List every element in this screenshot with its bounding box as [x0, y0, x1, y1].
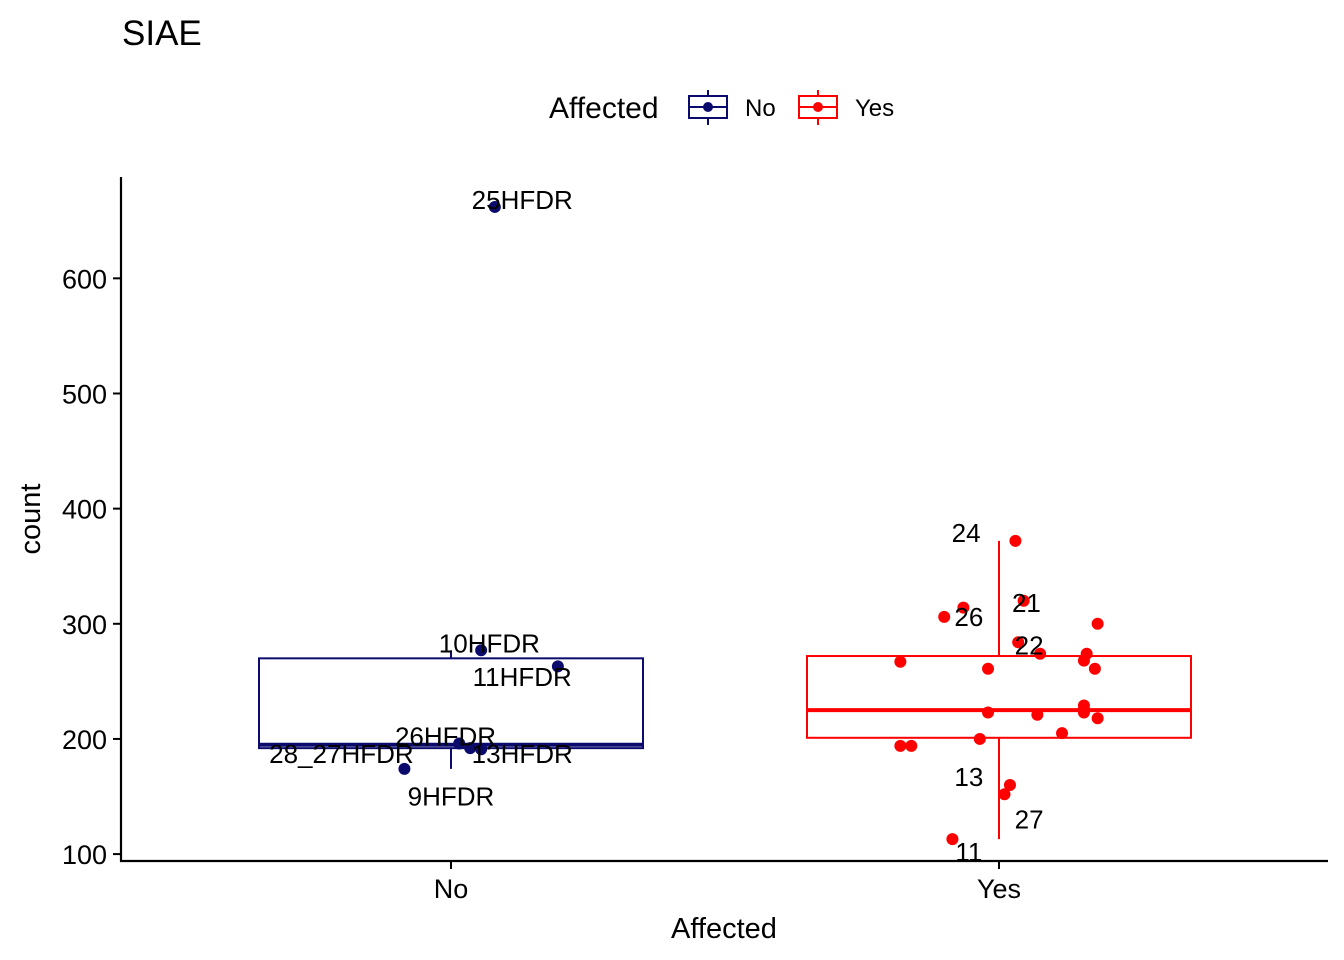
point-label: 21 [1012, 588, 1041, 618]
x-axis-title: Affected [671, 913, 777, 945]
y-tick-label: 400 [62, 495, 107, 525]
x-axis-ticks: No Yes [434, 861, 1021, 904]
data-point [475, 743, 488, 756]
point-label: 26 [954, 602, 983, 632]
data-point [982, 706, 995, 719]
data-point [1091, 712, 1104, 725]
y-tick-label: 600 [62, 264, 107, 294]
x-tick-label: Yes [977, 874, 1021, 904]
data-point [946, 833, 959, 846]
legend: Affected No Yes [549, 90, 894, 125]
data-point [398, 762, 411, 775]
point-label: 13 [954, 762, 983, 792]
data-point [464, 742, 477, 755]
boxplots [258, 540, 1192, 840]
box-yes [806, 655, 1192, 739]
data-point [1003, 779, 1016, 791]
data-point [1091, 617, 1104, 630]
legend-key-yes [798, 90, 838, 125]
data-point [1012, 636, 1025, 649]
x-tick-label: No [434, 874, 469, 904]
data-point [998, 788, 1011, 801]
data-point [894, 655, 907, 668]
box-no [258, 657, 644, 750]
y-axis-title: count [15, 484, 47, 555]
y-tick-label: 500 [62, 379, 107, 409]
data-point [1034, 647, 1047, 660]
data-point [1031, 708, 1044, 721]
point-label: 22 [1015, 631, 1044, 661]
data-point [1009, 534, 1022, 547]
legend-title: Affected [549, 92, 659, 125]
legend-label-yes: Yes [855, 95, 894, 122]
y-tick-label: 100 [62, 840, 107, 870]
y-tick-label: 200 [62, 725, 107, 755]
data-point [1056, 727, 1069, 740]
data-point [957, 601, 970, 614]
data-point [1077, 706, 1090, 719]
point-label: 9HFDR [408, 782, 495, 812]
data-points [398, 200, 1104, 846]
y-axis-ticks: 100 200 300 400 500 600 [62, 264, 121, 870]
chart-title: SIAE [122, 14, 202, 53]
point-label: 27 [1015, 805, 1044, 835]
data-point [551, 660, 564, 673]
data-point [488, 200, 501, 213]
point-label: 10HFDR [439, 628, 540, 658]
data-point [894, 739, 907, 752]
data-point [1088, 662, 1101, 675]
data-point [905, 739, 918, 752]
data-point [973, 732, 986, 745]
point-label: 28_27HFDR [269, 739, 414, 769]
data-point [982, 662, 995, 675]
y-tick-label: 300 [62, 610, 107, 640]
data-point [1017, 594, 1030, 607]
data-point [938, 610, 951, 623]
point-label: 25HFDR [472, 185, 573, 215]
legend-key-point [703, 102, 713, 112]
point-label: 24 [952, 518, 981, 548]
point-label: 11 [955, 837, 982, 867]
point-label: 26HFDR [395, 722, 496, 752]
point-label: 13HFDR [472, 739, 573, 769]
legend-key-no [688, 90, 728, 125]
legend-label-no: No [745, 95, 776, 122]
point-label: 11HFDR [473, 662, 572, 692]
data-point [453, 737, 466, 750]
data-point [1077, 654, 1090, 667]
legend-key-point [813, 102, 823, 112]
data-point [475, 644, 488, 657]
